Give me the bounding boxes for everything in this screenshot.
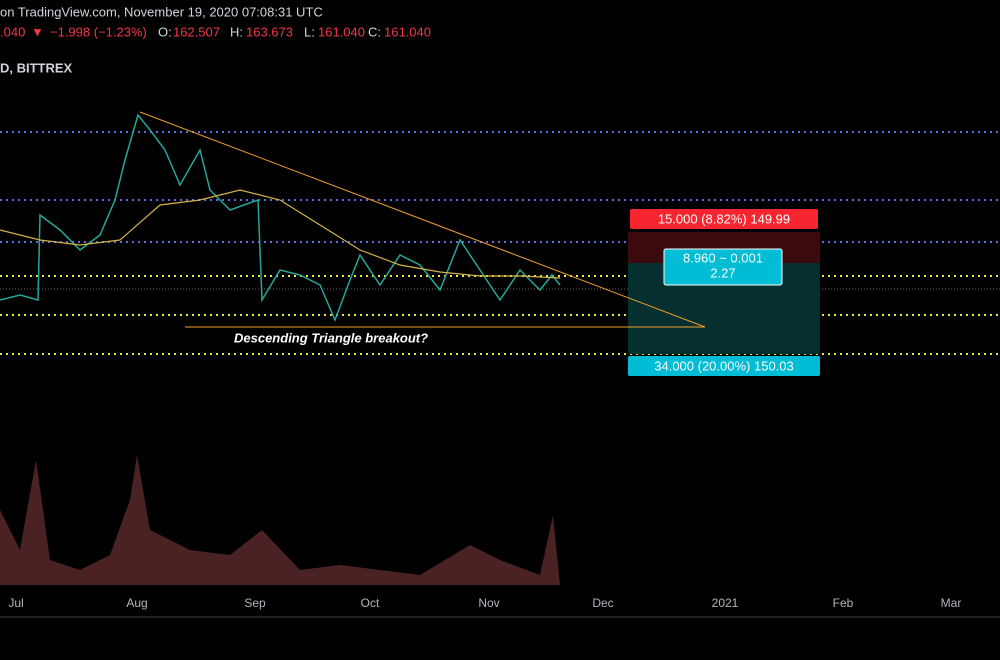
header-change: −1.998 (−1.23%) bbox=[50, 24, 147, 39]
header-h: 163.673 bbox=[246, 24, 293, 39]
header-source: on TradingView.com, November 19, 2020 07… bbox=[0, 4, 323, 19]
annotation: Descending Triangle breakout? bbox=[234, 330, 428, 345]
stop-label-box bbox=[630, 209, 818, 229]
target-label-box bbox=[628, 356, 820, 376]
x-tick-label: Aug bbox=[126, 596, 147, 610]
stop-label: 15.000 (8.82%) 149.99 bbox=[658, 211, 790, 226]
header-o: 162.507 bbox=[173, 24, 220, 39]
symbol: D, BITTREX bbox=[0, 60, 73, 75]
x-tick-label: Oct bbox=[361, 596, 380, 610]
x-tick-label: 2021 bbox=[712, 596, 739, 610]
header-last: .040 bbox=[0, 24, 25, 39]
stats-line-2: 2.27 bbox=[710, 265, 735, 280]
header-l-label: L: bbox=[304, 24, 315, 39]
volume-sketch bbox=[0, 455, 560, 585]
x-tick-label: Dec bbox=[592, 596, 613, 610]
x-tick-label: Mar bbox=[941, 596, 962, 610]
header-o-label: O: bbox=[158, 24, 172, 39]
trend-line bbox=[139, 111, 706, 328]
price-sketch bbox=[0, 113, 561, 323]
x-tick-label: Jul bbox=[8, 596, 23, 610]
header-c-label: C: bbox=[368, 24, 381, 39]
header-arrow: ▼ bbox=[31, 24, 44, 39]
x-tick-label: Sep bbox=[244, 596, 266, 610]
stats-box bbox=[663, 248, 783, 286]
x-tick-label: Feb bbox=[833, 596, 854, 610]
x-tick-label: Nov bbox=[478, 596, 499, 610]
header-c: 161.040 bbox=[384, 24, 431, 39]
target-label: 34.000 (20.00%) 150.03 bbox=[654, 358, 794, 373]
header-h-label: H: bbox=[230, 24, 243, 39]
stats-line-1: 8.960 ~ 0.001 bbox=[683, 250, 763, 265]
header-l: 161.040 bbox=[318, 24, 365, 39]
moving-average bbox=[0, 189, 561, 279]
